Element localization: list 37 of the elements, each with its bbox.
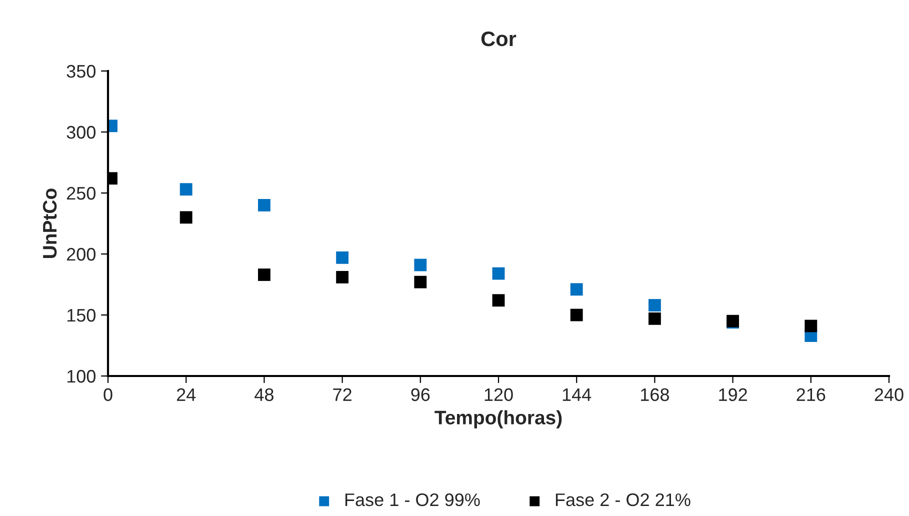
y-axis-title: UnPtCo	[42, 188, 57, 258]
point	[570, 283, 583, 296]
y-tick-label: 300	[66, 126, 96, 139]
point	[336, 251, 349, 264]
y-tick-label: 200	[66, 248, 96, 261]
point	[492, 267, 505, 280]
x-tick-label: 48	[254, 388, 274, 402]
x-tick-label: 144	[562, 388, 592, 401]
point	[180, 183, 192, 196]
x-tick-label: 216	[796, 388, 826, 402]
x-tick-label: 240	[874, 388, 904, 402]
point	[570, 308, 583, 322]
y-tick-label: 150	[67, 308, 96, 322]
y-tick-label: 100	[67, 370, 96, 383]
x-tick-label: 192	[719, 388, 747, 402]
point	[336, 270, 349, 284]
y-tick-label: 350	[66, 64, 96, 78]
legend-label: Fase 2 - O2 21%	[556, 493, 690, 506]
point	[258, 198, 270, 212]
x-tick-label: 0	[104, 388, 112, 402]
x-tick-label: 168	[641, 388, 669, 402]
point	[258, 268, 270, 281]
point	[648, 299, 661, 312]
y-tick-label: 250	[66, 186, 96, 200]
x-tick-label: 96	[411, 388, 430, 402]
point	[804, 320, 818, 332]
x-tick-label: 24	[176, 388, 196, 401]
legend-label: Fase 1 - O2 99%	[345, 493, 480, 506]
point	[414, 258, 427, 272]
point	[492, 294, 505, 307]
x-tick-label: 72	[333, 388, 352, 401]
x-tick-label: 120	[484, 388, 513, 402]
point	[414, 276, 427, 288]
x-axis-title: Tempo(horas)	[434, 410, 562, 428]
point	[648, 312, 661, 325]
chart-title: Cor	[481, 31, 516, 46]
point	[180, 211, 192, 224]
